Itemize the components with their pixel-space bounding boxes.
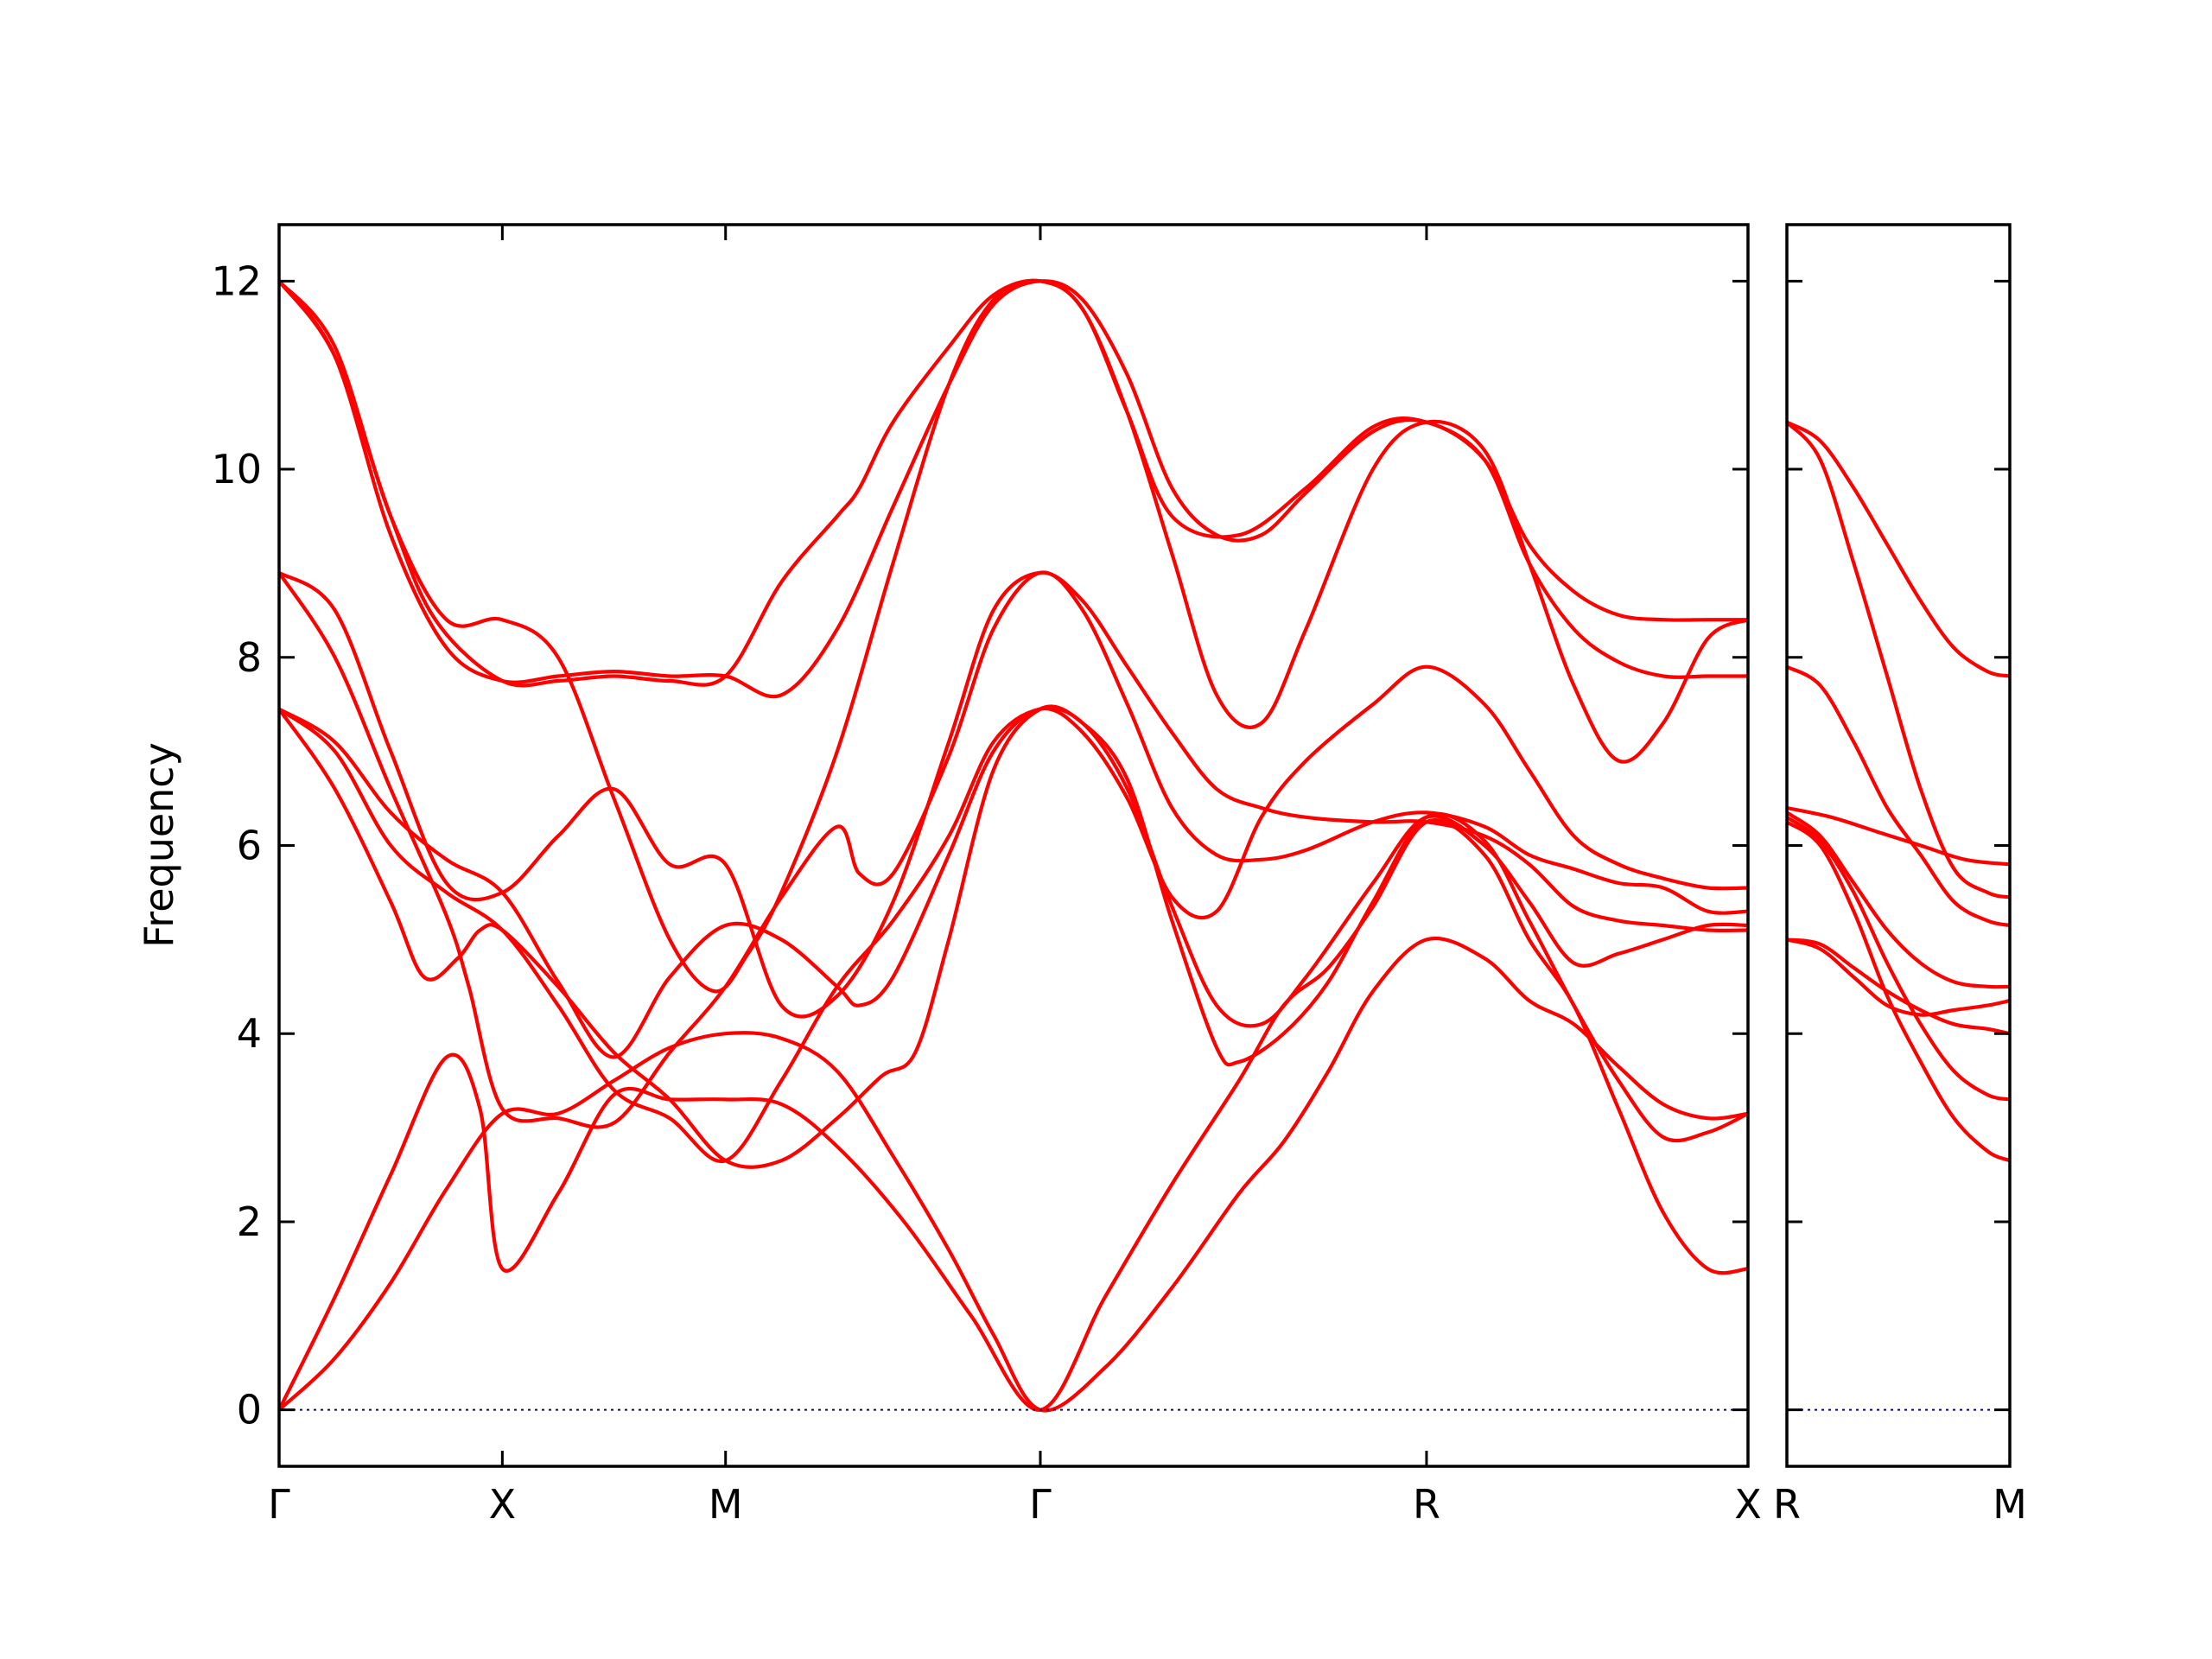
- x-tick-label-1: R: [1773, 1481, 1801, 1528]
- x-tick-label-5: R: [1413, 1481, 1440, 1528]
- y-axis-label: Frequency: [136, 742, 182, 948]
- right-band-8: [1787, 420, 2010, 899]
- x-tick-label-3: M: [709, 1481, 743, 1528]
- y-tick-label: 4: [237, 1010, 262, 1057]
- main-band-10: [279, 278, 1748, 688]
- x-tick-label-4: Γ: [1029, 1481, 1052, 1528]
- right-band-7: [1787, 664, 2010, 928]
- right-bands: [1787, 420, 2010, 1163]
- main-panel: 0 2 4 6 8 10 12 Γ X M Γ R X: [211, 223, 1762, 1528]
- y-tick-label: 6: [237, 823, 262, 869]
- main-plot-frame: [277, 223, 1750, 1468]
- main-band-9: [279, 279, 1748, 699]
- right-band-5: [1787, 810, 2010, 989]
- y-tick-label: 12: [211, 257, 262, 304]
- y-tick-label: 0: [237, 1387, 262, 1433]
- x-tick-label-2: X: [489, 1481, 517, 1528]
- right-band-4: [1787, 815, 2010, 1102]
- x-tick-label-6: X: [1734, 1481, 1762, 1528]
- y-tick-label: 10: [211, 446, 262, 493]
- y-tick-label: 2: [237, 1198, 262, 1245]
- main-bands: [279, 278, 1748, 1413]
- main-band-7: [279, 570, 1748, 1019]
- y-axis-ticks: 0 2 4 6 8 10 12: [211, 257, 1748, 1433]
- main-band-1: [279, 936, 1748, 1413]
- right-band-3: [1787, 820, 2010, 1163]
- right-band-1: [1787, 938, 2010, 1017]
- main-band-8: [279, 278, 1748, 994]
- x-tick-label-2: M: [1993, 1481, 2027, 1528]
- right-band-2: [1787, 938, 2010, 1036]
- main-band-5: [279, 664, 1748, 1059]
- main-band-2: [279, 818, 1748, 1412]
- right-band-9: [1787, 420, 2010, 678]
- x-tick-label-1: Γ: [268, 1481, 290, 1528]
- y-tick-label: 8: [237, 634, 262, 681]
- main-band-6: [279, 570, 1748, 1129]
- right-band-6: [1787, 805, 2010, 867]
- y-axis-ticks-right: [1787, 279, 2010, 1412]
